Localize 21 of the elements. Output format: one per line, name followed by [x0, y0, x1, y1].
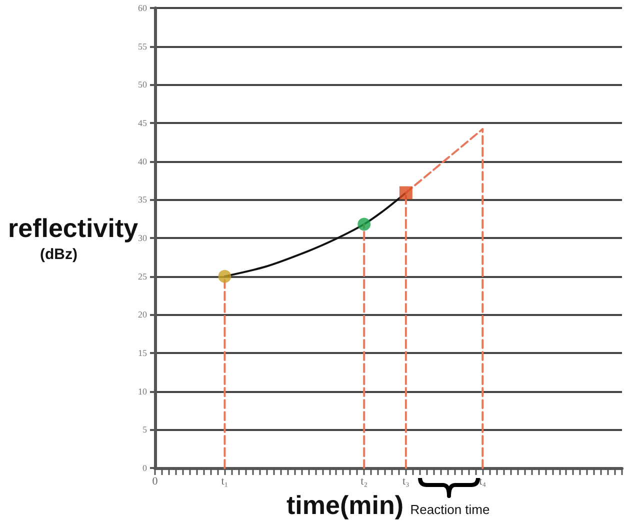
y-tick-label: 25: [138, 271, 148, 282]
y-tick-label: 35: [138, 194, 148, 205]
y-tick-label: 15: [138, 348, 148, 358]
y-tick-label: 30: [138, 233, 148, 243]
y-tick-label: 0: [142, 463, 148, 473]
y-tick-label: 10: [138, 386, 148, 396]
y-tick-label: 55: [138, 41, 148, 52]
y-tick-label: 60: [138, 3, 148, 13]
y-tick-label: 20: [138, 310, 148, 320]
x-tick-label: 0: [152, 476, 158, 488]
x-tick-label: t₁: [221, 476, 228, 488]
y-tick-label: 45: [138, 118, 148, 128]
y-tick-label: 5: [142, 424, 148, 435]
y-tick-label: 50: [138, 80, 148, 90]
x-tick-label: t₂: [360, 476, 368, 488]
text: Reaction time: [410, 502, 490, 517]
y-tick-label: 40: [138, 156, 148, 166]
x-tick-label: t₃: [402, 476, 410, 488]
y-axis-title: reflectivity (dBz): [8, 213, 139, 263]
x-axis-title: time(min): [286, 490, 404, 520]
x-tick-label: t₄: [479, 476, 486, 488]
